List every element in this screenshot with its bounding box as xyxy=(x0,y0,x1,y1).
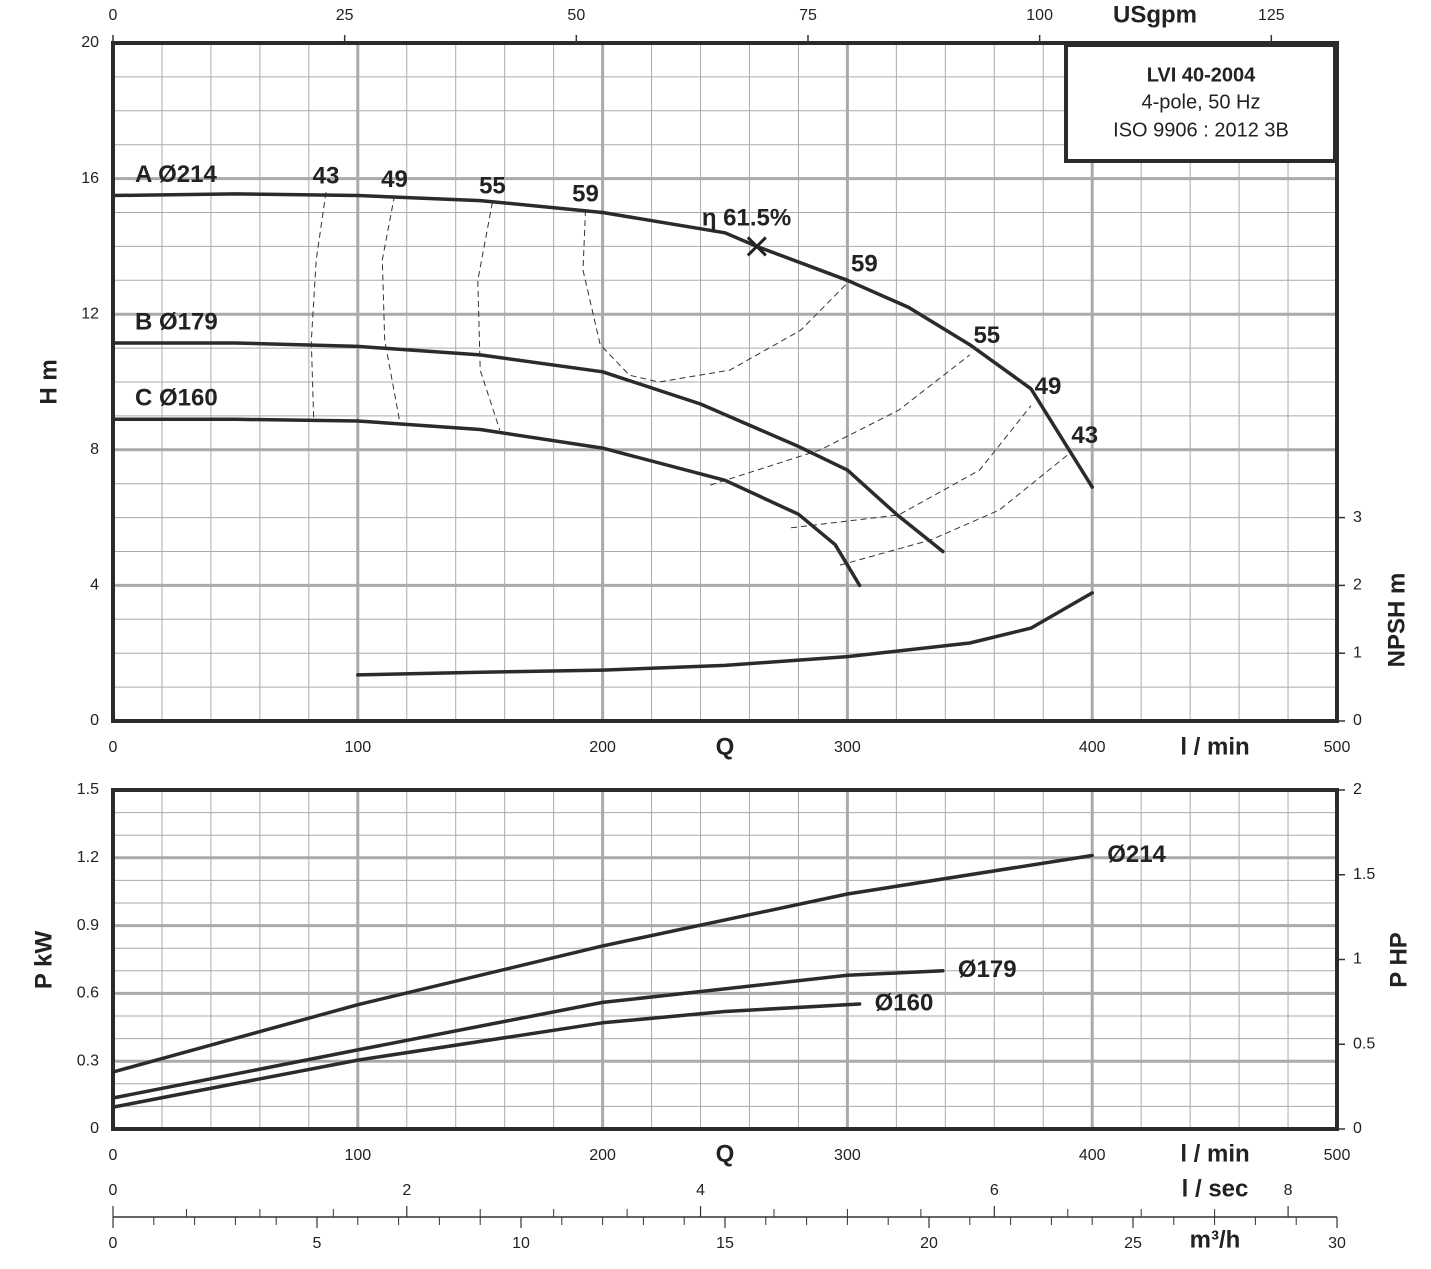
plot-frame xyxy=(111,788,1339,1131)
efficiency-label: 55 xyxy=(973,322,1000,349)
y-tick-label: 0.9 xyxy=(77,917,99,934)
x3-tick-label: 25 xyxy=(1124,1235,1142,1252)
info-line: ISO 9906 : 2012 3B xyxy=(1113,119,1289,141)
power-curve xyxy=(111,969,945,1100)
x-axis-label: l / min xyxy=(1180,733,1249,760)
efficiency-label: 55 xyxy=(479,173,506,200)
series-label: Ø160 xyxy=(875,989,934,1016)
efficiency-curve xyxy=(310,192,1069,566)
series-label: Ø179 xyxy=(958,956,1017,983)
x3-tick-label: 20 xyxy=(920,1235,938,1252)
y2-tick-label: 0.5 xyxy=(1353,1035,1375,1052)
q-label: Q xyxy=(716,733,735,760)
x3-tick-label: 0 xyxy=(109,1235,118,1252)
y2-tick-label: 2 xyxy=(1353,781,1362,798)
y-tick-label: 0 xyxy=(90,712,99,729)
y-tick-label: 4 xyxy=(90,577,99,594)
efficiency-curve xyxy=(477,202,971,486)
x2-tick-label: 125 xyxy=(1258,7,1285,24)
plot-frame xyxy=(111,41,1339,723)
y-tick-label: 20 xyxy=(81,34,99,51)
y-tick-label: 0.3 xyxy=(77,1052,99,1069)
x3-axis-label: m³/h xyxy=(1190,1226,1241,1253)
x2-tick-label: 25 xyxy=(336,7,354,24)
y-tick-label: 1.2 xyxy=(77,849,99,866)
x2-tick-label: 6 xyxy=(990,1182,999,1199)
info-title: LVI 40-2004 xyxy=(1147,64,1256,86)
efficiency-label: 43 xyxy=(313,163,340,190)
x-tick-label: 400 xyxy=(1079,1147,1106,1164)
y-tick-label: 12 xyxy=(81,305,99,322)
x2-tick-label: 2 xyxy=(402,1182,411,1199)
x-tick-label: 300 xyxy=(834,739,861,756)
npsh-curve xyxy=(356,591,1094,677)
y2-tick-label: 0 xyxy=(1353,712,1362,729)
efficiency-curve xyxy=(582,210,848,383)
x-tick-label: 0 xyxy=(109,1147,118,1164)
series-label: A Ø214 xyxy=(135,161,217,188)
efficiency-label: 59 xyxy=(851,250,878,277)
x-tick-label: 100 xyxy=(344,1147,371,1164)
x2-axis-label: l / sec xyxy=(1182,1175,1249,1202)
x-tick-label: 200 xyxy=(589,1147,616,1164)
y-tick-label: 16 xyxy=(81,170,99,187)
efficiency-label: 49 xyxy=(381,166,408,193)
x2-tick-label: 8 xyxy=(1284,1182,1293,1199)
y2-axis-label: NPSH m xyxy=(1383,573,1410,668)
y-tick-label: 1.5 xyxy=(77,781,99,798)
info-box xyxy=(1064,43,1337,163)
head-curve xyxy=(111,341,945,554)
y2-tick-label: 1.5 xyxy=(1353,866,1375,883)
x-tick-label: 300 xyxy=(834,1147,861,1164)
head-curve xyxy=(111,417,862,588)
y-tick-label: 8 xyxy=(90,441,99,458)
y2-tick-label: 1 xyxy=(1353,644,1362,661)
x3-tick-label: 5 xyxy=(313,1235,322,1252)
efficiency-label: 43 xyxy=(1071,422,1098,449)
x3-tick-label: 15 xyxy=(716,1235,734,1252)
x3-tick-label: 10 xyxy=(512,1235,530,1252)
head-curve xyxy=(111,192,1094,489)
series-label: B Ø179 xyxy=(135,308,218,335)
efficiency-label: 49 xyxy=(1035,373,1062,400)
bep-marker xyxy=(746,236,767,257)
bep-label: η 61.5% xyxy=(702,205,791,232)
x-tick-label: 400 xyxy=(1079,739,1106,756)
x-axis-label: l / min xyxy=(1180,1140,1249,1167)
y2-tick-label: 2 xyxy=(1353,577,1362,594)
x2-tick-label: 75 xyxy=(799,7,817,24)
x-tick-label: 100 xyxy=(344,739,371,756)
x-tick-label: 500 xyxy=(1324,739,1351,756)
x2-tick-label: 100 xyxy=(1026,7,1053,24)
info-line: 4-pole, 50 Hz xyxy=(1142,91,1261,113)
x3-tick-label: 30 xyxy=(1328,1235,1346,1252)
q-label: Q xyxy=(716,1140,735,1167)
y-axis-label: P kW xyxy=(30,931,57,990)
y2-tick-label: 1 xyxy=(1353,951,1362,968)
series-label: C Ø160 xyxy=(135,385,218,412)
x2-tick-label: 0 xyxy=(109,1182,118,1199)
power-curve xyxy=(111,1002,862,1109)
x2-axis-label: USgpm xyxy=(1113,1,1197,28)
efficiency-label: 59 xyxy=(572,180,599,207)
x2-tick-label: 50 xyxy=(567,7,585,24)
y2-tick-label: 0 xyxy=(1353,1120,1362,1137)
y-tick-label: 0.6 xyxy=(77,985,99,1002)
efficiency-curve xyxy=(381,195,1032,529)
series-label: Ø214 xyxy=(1107,841,1166,868)
y-tick-label: 0 xyxy=(90,1120,99,1137)
power-curve xyxy=(111,853,1094,1074)
y-axis-label: H m xyxy=(35,359,62,404)
x-tick-label: 0 xyxy=(109,739,118,756)
y2-tick-label: 3 xyxy=(1353,509,1362,526)
x-tick-label: 200 xyxy=(589,739,616,756)
x2-tick-label: 0 xyxy=(109,7,118,24)
y2-axis-label: P HP xyxy=(1385,932,1412,988)
x-tick-label: 500 xyxy=(1324,1147,1351,1164)
x2-tick-label: 4 xyxy=(696,1182,705,1199)
